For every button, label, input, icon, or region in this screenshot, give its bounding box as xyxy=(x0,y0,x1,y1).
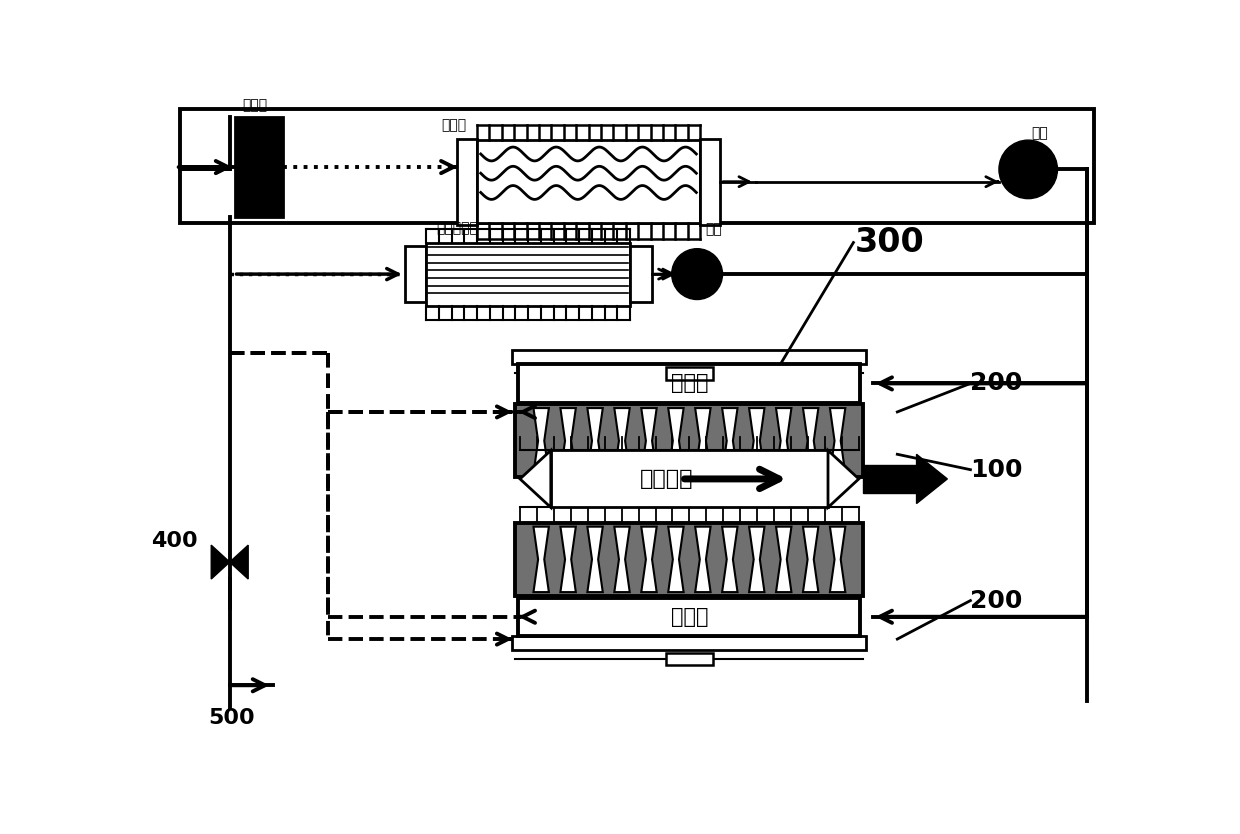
Polygon shape xyxy=(533,408,549,474)
Polygon shape xyxy=(722,408,738,474)
Polygon shape xyxy=(804,408,818,474)
Text: 发动机: 发动机 xyxy=(243,98,268,113)
Bar xyxy=(404,246,427,302)
Polygon shape xyxy=(749,408,765,474)
Bar xyxy=(516,523,863,596)
Bar xyxy=(863,465,916,493)
Text: 100: 100 xyxy=(971,458,1023,482)
Bar xyxy=(427,243,630,306)
Polygon shape xyxy=(614,526,630,592)
Bar xyxy=(666,653,713,666)
Bar xyxy=(701,138,720,225)
Polygon shape xyxy=(560,526,575,592)
Bar xyxy=(180,109,1094,224)
Polygon shape xyxy=(776,408,791,474)
Text: 500: 500 xyxy=(208,708,254,728)
Polygon shape xyxy=(641,526,657,592)
Polygon shape xyxy=(520,450,551,507)
Polygon shape xyxy=(588,408,603,474)
Polygon shape xyxy=(749,526,765,592)
Circle shape xyxy=(999,140,1058,198)
Bar xyxy=(236,117,283,217)
Text: 200: 200 xyxy=(971,589,1023,613)
Circle shape xyxy=(672,249,723,299)
Polygon shape xyxy=(641,408,657,474)
Polygon shape xyxy=(229,545,248,579)
Polygon shape xyxy=(830,408,846,474)
Polygon shape xyxy=(211,545,229,579)
Bar xyxy=(516,404,863,477)
Bar xyxy=(518,597,861,636)
Polygon shape xyxy=(696,526,711,592)
Polygon shape xyxy=(916,455,947,504)
Bar xyxy=(512,636,867,650)
Text: 冷却水: 冷却水 xyxy=(671,607,708,626)
Text: 外加散热器: 外加散热器 xyxy=(436,221,477,235)
Bar xyxy=(551,450,828,507)
Text: 水泵: 水泵 xyxy=(1032,126,1048,140)
Text: 水泵: 水泵 xyxy=(706,223,723,236)
Polygon shape xyxy=(804,526,818,592)
Polygon shape xyxy=(614,408,630,474)
Bar xyxy=(477,140,701,224)
Polygon shape xyxy=(668,408,683,474)
Text: 散热器: 散热器 xyxy=(441,118,466,133)
Polygon shape xyxy=(776,526,791,592)
Polygon shape xyxy=(696,408,711,474)
Polygon shape xyxy=(533,526,549,592)
Text: 汽车尾气: 汽车尾气 xyxy=(640,469,693,489)
Bar xyxy=(456,138,477,225)
Polygon shape xyxy=(722,526,738,592)
Polygon shape xyxy=(588,526,603,592)
Bar xyxy=(512,350,867,364)
Polygon shape xyxy=(828,450,859,507)
Bar xyxy=(666,367,713,379)
Bar xyxy=(518,364,861,403)
Polygon shape xyxy=(830,526,846,592)
Text: 300: 300 xyxy=(854,226,925,259)
Bar xyxy=(630,246,652,302)
Polygon shape xyxy=(560,408,575,474)
Polygon shape xyxy=(668,526,683,592)
Text: 200: 200 xyxy=(971,371,1023,395)
Text: 冷却水: 冷却水 xyxy=(671,374,708,394)
Text: 400: 400 xyxy=(151,530,197,550)
